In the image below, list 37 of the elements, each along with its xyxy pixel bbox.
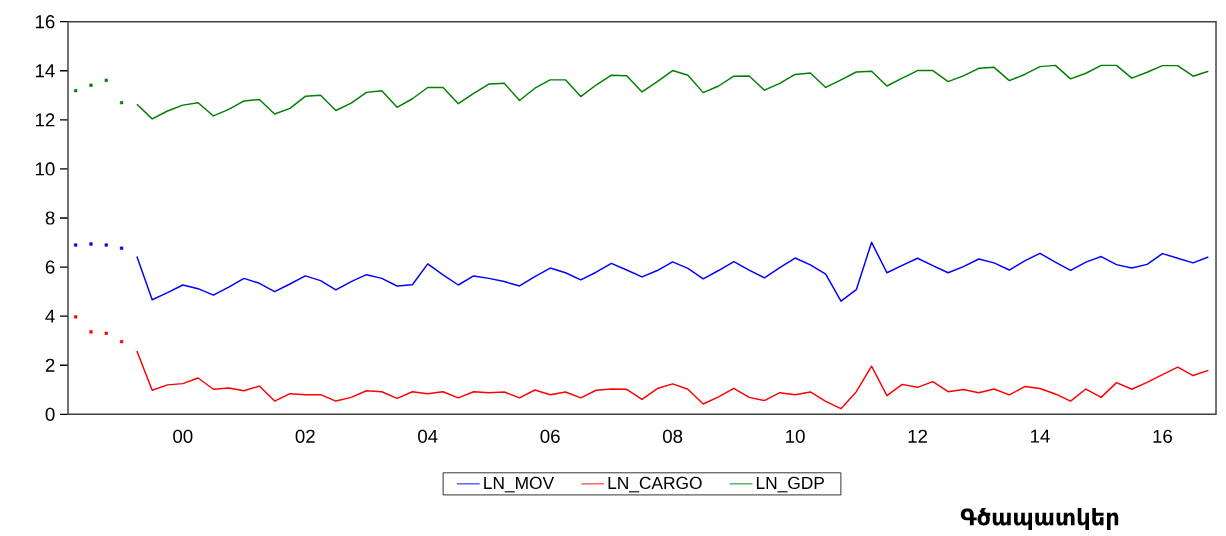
point xyxy=(104,331,108,335)
legend-label: LN_CARGO xyxy=(608,476,702,493)
y-tick-label: 8 xyxy=(45,211,55,225)
line-series xyxy=(136,241,1210,302)
point xyxy=(119,246,124,250)
point xyxy=(89,83,93,87)
point xyxy=(104,243,108,247)
line-series xyxy=(136,64,1210,120)
x-tick-label: 12 xyxy=(908,429,927,443)
point xyxy=(74,243,78,247)
y-tick-label: 4 xyxy=(45,309,55,323)
point xyxy=(119,340,124,344)
y-tick-label: 16 xyxy=(35,15,55,29)
legend-label: LN_GDP xyxy=(756,476,824,493)
text: Գծապատկեր xyxy=(960,508,1119,530)
y-tick-label: 0 xyxy=(45,407,55,421)
x-tick-label: 00 xyxy=(173,429,193,443)
point xyxy=(104,78,108,82)
x-tick-label: 10 xyxy=(786,429,805,443)
y-tick-label: 14 xyxy=(35,64,55,78)
y-tick-label: 12 xyxy=(35,113,55,127)
legend-label: LN_MOV xyxy=(484,476,555,493)
point xyxy=(119,101,124,105)
point xyxy=(74,315,78,319)
y-tick-label: 6 xyxy=(45,260,55,274)
x-tick-label: 14 xyxy=(1031,429,1050,443)
point xyxy=(74,89,78,93)
line-series xyxy=(136,350,1210,410)
x-tick-label: 06 xyxy=(540,429,560,443)
x-tick-label: 02 xyxy=(295,429,315,443)
x-tick-label: 08 xyxy=(662,429,683,443)
point xyxy=(89,330,93,334)
x-tick-label: 16 xyxy=(1153,429,1172,443)
y-tick-label: 10 xyxy=(35,162,55,176)
y-tick-label: 2 xyxy=(45,358,55,372)
x-tick-label: 04 xyxy=(418,429,438,443)
point xyxy=(89,242,93,246)
